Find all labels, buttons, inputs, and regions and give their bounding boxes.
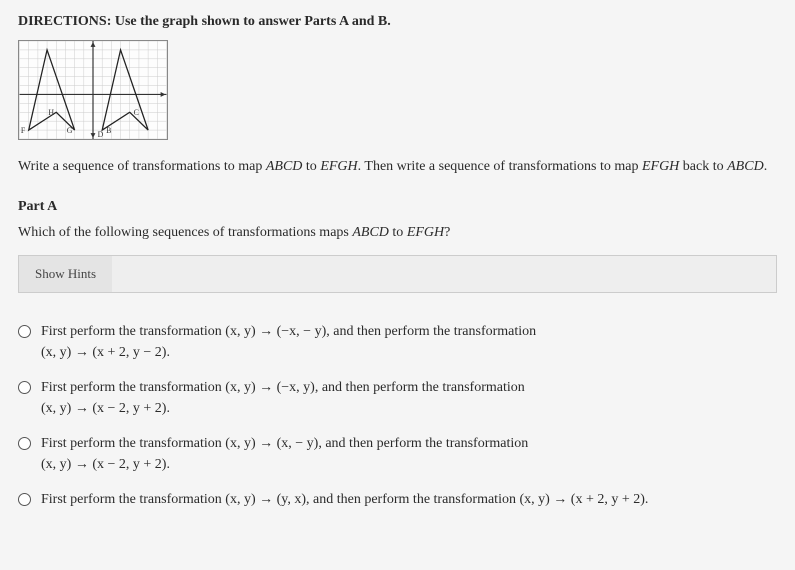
directions-heading: DIRECTIONS: Use the graph shown to answe… — [18, 14, 777, 30]
svg-text:H: H — [48, 108, 54, 117]
option-4[interactable]: First perform the transformation (x, y) … — [18, 489, 777, 510]
radio-icon[interactable] — [18, 381, 31, 394]
option-4-text: First perform the transformation (x, y) … — [41, 489, 648, 510]
option-3[interactable]: First perform the transformation (x, y) … — [18, 433, 777, 475]
instruction-p3: . Then write a sequence of transformatio… — [358, 159, 642, 174]
instruction-p4: back to — [679, 159, 727, 174]
hints-container: Show Hints — [18, 255, 777, 293]
svg-text:G: G — [67, 126, 73, 135]
question-p3: ? — [444, 225, 450, 240]
coordinate-graph: F G H B C D — [18, 40, 168, 140]
question-efgh: EFGH — [407, 225, 444, 240]
option-2-line2: (x, y) → (x − 2, y + 2). — [41, 401, 170, 416]
radio-icon[interactable] — [18, 437, 31, 450]
instruction-abcd2: ABCD — [727, 159, 764, 174]
svg-text:F: F — [21, 126, 26, 135]
options-list: First perform the transformation (x, y) … — [18, 321, 777, 510]
part-a-question: Which of the following sequences of tran… — [18, 225, 777, 241]
graph-container: F G H B C D — [18, 40, 777, 145]
instruction-p5: . — [764, 159, 768, 174]
svg-text:B: B — [106, 126, 111, 135]
instruction-p2: to — [302, 159, 320, 174]
option-1-line2: (x, y) → (x + 2, y − 2). — [41, 345, 170, 360]
radio-icon[interactable] — [18, 493, 31, 506]
option-2[interactable]: First perform the transformation (x, y) … — [18, 377, 777, 419]
instruction-abcd1: ABCD — [266, 159, 303, 174]
option-4-line1: First perform the transformation (x, y) … — [41, 492, 648, 507]
question-p2: to — [389, 225, 407, 240]
option-1-line1: First perform the transformation (x, y) … — [41, 324, 536, 339]
instruction-efgh2: EFGH — [642, 159, 679, 174]
radio-icon[interactable] — [18, 325, 31, 338]
svg-text:D: D — [98, 130, 104, 139]
question-abcd: ABCD — [352, 225, 389, 240]
option-2-text: First perform the transformation (x, y) … — [41, 377, 525, 419]
part-a-label: Part A — [18, 199, 777, 215]
instruction-text: Write a sequence of transformations to m… — [18, 157, 777, 177]
option-2-line1: First perform the transformation (x, y) … — [41, 380, 525, 395]
option-3-text: First perform the transformation (x, y) … — [41, 433, 528, 475]
instruction-p1: Write a sequence of transformations to m… — [18, 159, 266, 174]
svg-text:C: C — [134, 108, 139, 117]
show-hints-button[interactable]: Show Hints — [19, 256, 112, 292]
option-3-line1: First perform the transformation (x, y) … — [41, 436, 528, 451]
question-p1: Which of the following sequences of tran… — [18, 225, 352, 240]
option-1[interactable]: First perform the transformation (x, y) … — [18, 321, 777, 363]
option-3-line2: (x, y) → (x − 2, y + 2). — [41, 457, 170, 472]
option-1-text: First perform the transformation (x, y) … — [41, 321, 536, 363]
instruction-efgh1: EFGH — [320, 159, 357, 174]
